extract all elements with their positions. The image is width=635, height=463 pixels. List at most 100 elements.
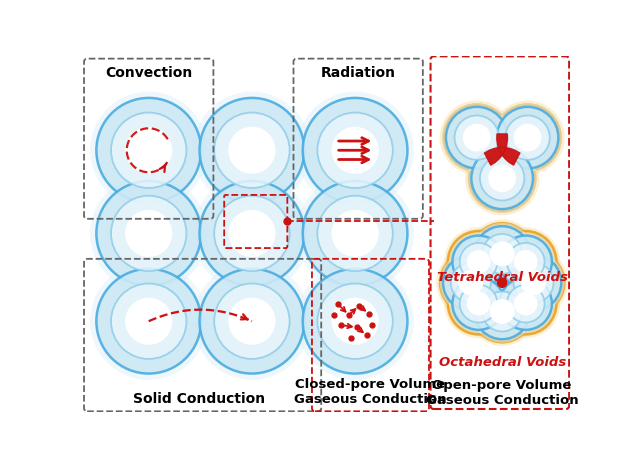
- Ellipse shape: [487, 163, 517, 193]
- Ellipse shape: [493, 103, 562, 172]
- Ellipse shape: [469, 145, 535, 212]
- Ellipse shape: [514, 263, 554, 303]
- Ellipse shape: [512, 123, 542, 152]
- Ellipse shape: [214, 113, 290, 188]
- Ellipse shape: [514, 250, 537, 274]
- Ellipse shape: [507, 243, 545, 281]
- Ellipse shape: [297, 92, 414, 209]
- Ellipse shape: [465, 141, 539, 215]
- Text: Radiation: Radiation: [321, 66, 396, 81]
- Ellipse shape: [199, 181, 304, 286]
- Ellipse shape: [467, 292, 490, 315]
- Ellipse shape: [465, 248, 493, 275]
- Ellipse shape: [488, 240, 516, 268]
- Ellipse shape: [448, 231, 509, 293]
- Ellipse shape: [460, 285, 497, 323]
- Polygon shape: [485, 134, 520, 165]
- Ellipse shape: [471, 281, 533, 342]
- Ellipse shape: [514, 124, 542, 151]
- Ellipse shape: [504, 114, 551, 162]
- Ellipse shape: [507, 285, 545, 323]
- Ellipse shape: [505, 115, 550, 160]
- Ellipse shape: [444, 227, 513, 296]
- Ellipse shape: [452, 277, 505, 330]
- Ellipse shape: [444, 269, 513, 338]
- Ellipse shape: [125, 210, 172, 257]
- Ellipse shape: [457, 239, 501, 284]
- Ellipse shape: [490, 299, 514, 324]
- Ellipse shape: [436, 248, 505, 317]
- Text: Convection: Convection: [105, 66, 192, 81]
- Ellipse shape: [467, 219, 537, 288]
- Ellipse shape: [521, 270, 546, 295]
- Ellipse shape: [503, 252, 565, 313]
- Ellipse shape: [500, 236, 552, 288]
- Ellipse shape: [97, 181, 201, 286]
- Ellipse shape: [452, 236, 505, 288]
- Ellipse shape: [491, 227, 560, 296]
- Ellipse shape: [480, 156, 525, 200]
- Ellipse shape: [199, 269, 304, 374]
- Ellipse shape: [193, 263, 311, 380]
- Ellipse shape: [446, 107, 507, 169]
- Ellipse shape: [318, 283, 393, 359]
- Ellipse shape: [471, 148, 533, 209]
- Ellipse shape: [97, 269, 201, 374]
- Ellipse shape: [214, 283, 290, 359]
- Ellipse shape: [90, 263, 208, 380]
- Ellipse shape: [519, 269, 547, 297]
- Ellipse shape: [450, 232, 508, 291]
- Ellipse shape: [229, 210, 276, 257]
- Ellipse shape: [482, 292, 522, 332]
- Ellipse shape: [455, 115, 499, 160]
- Ellipse shape: [303, 269, 408, 374]
- Ellipse shape: [125, 127, 172, 174]
- Circle shape: [498, 278, 507, 288]
- Ellipse shape: [443, 255, 498, 310]
- Ellipse shape: [512, 290, 540, 318]
- Ellipse shape: [488, 164, 516, 192]
- Ellipse shape: [199, 98, 304, 203]
- Ellipse shape: [490, 241, 514, 266]
- Ellipse shape: [450, 275, 508, 333]
- Ellipse shape: [465, 290, 493, 318]
- Ellipse shape: [111, 196, 187, 271]
- Ellipse shape: [497, 232, 555, 291]
- Ellipse shape: [490, 100, 565, 175]
- Ellipse shape: [442, 103, 511, 172]
- Ellipse shape: [499, 248, 568, 317]
- Ellipse shape: [474, 284, 530, 339]
- Ellipse shape: [462, 123, 491, 152]
- Ellipse shape: [297, 263, 414, 380]
- Ellipse shape: [111, 283, 187, 359]
- Ellipse shape: [480, 289, 525, 334]
- Ellipse shape: [495, 273, 556, 334]
- Ellipse shape: [331, 210, 378, 257]
- Ellipse shape: [90, 175, 208, 292]
- Text: Solid Conduction: Solid Conduction: [133, 392, 265, 406]
- Ellipse shape: [495, 105, 561, 171]
- Ellipse shape: [458, 270, 483, 295]
- Ellipse shape: [90, 92, 208, 209]
- Ellipse shape: [439, 100, 514, 175]
- Ellipse shape: [448, 261, 493, 305]
- Ellipse shape: [214, 196, 290, 271]
- Text: Octahedral Voids: Octahedral Voids: [439, 356, 566, 369]
- Ellipse shape: [482, 234, 522, 274]
- Ellipse shape: [467, 277, 537, 346]
- Ellipse shape: [444, 105, 510, 171]
- Ellipse shape: [331, 127, 378, 174]
- Ellipse shape: [303, 181, 408, 286]
- Ellipse shape: [497, 275, 555, 333]
- Ellipse shape: [439, 252, 502, 314]
- Ellipse shape: [453, 114, 500, 162]
- Ellipse shape: [318, 196, 393, 271]
- Ellipse shape: [491, 269, 560, 338]
- Ellipse shape: [303, 98, 408, 203]
- Ellipse shape: [471, 281, 533, 343]
- Ellipse shape: [193, 175, 311, 292]
- Ellipse shape: [471, 223, 533, 285]
- Ellipse shape: [478, 155, 526, 202]
- Ellipse shape: [448, 273, 509, 334]
- Ellipse shape: [474, 226, 530, 282]
